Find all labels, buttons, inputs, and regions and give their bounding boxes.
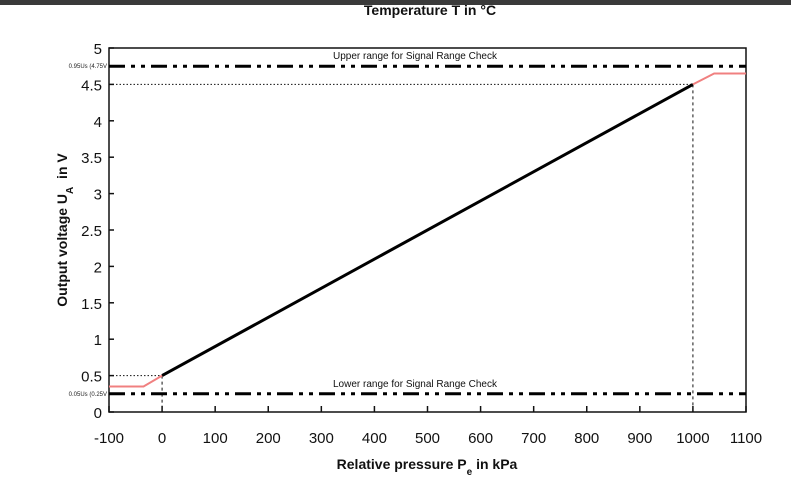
x-tick-label: 900	[627, 430, 652, 447]
y-tick-label: 1.5	[81, 296, 102, 313]
x-tick-label: 1100	[730, 430, 762, 447]
y-tick-label: 0.5	[81, 369, 102, 386]
window-top-bar	[0, 0, 791, 5]
y-tick-label: 5	[94, 41, 102, 58]
x-tick-label: 700	[521, 430, 546, 447]
y-axis-label: Output voltage UA in V	[54, 153, 76, 307]
y-tick-label: 0	[94, 405, 102, 422]
chart-title: Temperature T in °C	[364, 2, 496, 18]
reference-line-annotation: Upper range for Signal Range Check	[333, 51, 498, 62]
reference-line-label: 0.95Us (4.75V	[69, 64, 107, 70]
x-tick-label: 300	[309, 430, 334, 447]
x-tick-label: 100	[203, 430, 228, 447]
reference-line-label: 0.05Us (0.25V	[69, 392, 107, 398]
y-tick-label: 1	[94, 332, 102, 349]
y-tick-label: 4	[94, 114, 102, 131]
x-tick-label: 200	[256, 430, 281, 447]
y-tick-label: 2	[94, 259, 102, 276]
y-tick-label: 2.5	[81, 223, 102, 240]
x-tick-label: 0	[158, 430, 166, 447]
y-tick-label: 4.5	[81, 77, 102, 94]
x-tick-label: 500	[415, 430, 440, 447]
x-tick-label: -100	[94, 430, 124, 447]
x-tick-label: 800	[574, 430, 599, 447]
x-axis-label: Relative pressure Pe in kPa	[337, 456, 518, 478]
x-tick-label: 600	[468, 430, 493, 447]
x-tick-label: 400	[362, 430, 387, 447]
x-tick-label: 1000	[676, 430, 709, 447]
reference-line-annotation: Lower range for Signal Range Check	[333, 379, 498, 390]
series-line-linear-output	[161, 83, 694, 377]
y-tick-label: 3	[94, 187, 102, 204]
series-line-lower-clamp	[109, 374, 163, 388]
y-tick-label: 3.5	[81, 150, 102, 167]
series-line-upper-clamp	[692, 72, 746, 86]
